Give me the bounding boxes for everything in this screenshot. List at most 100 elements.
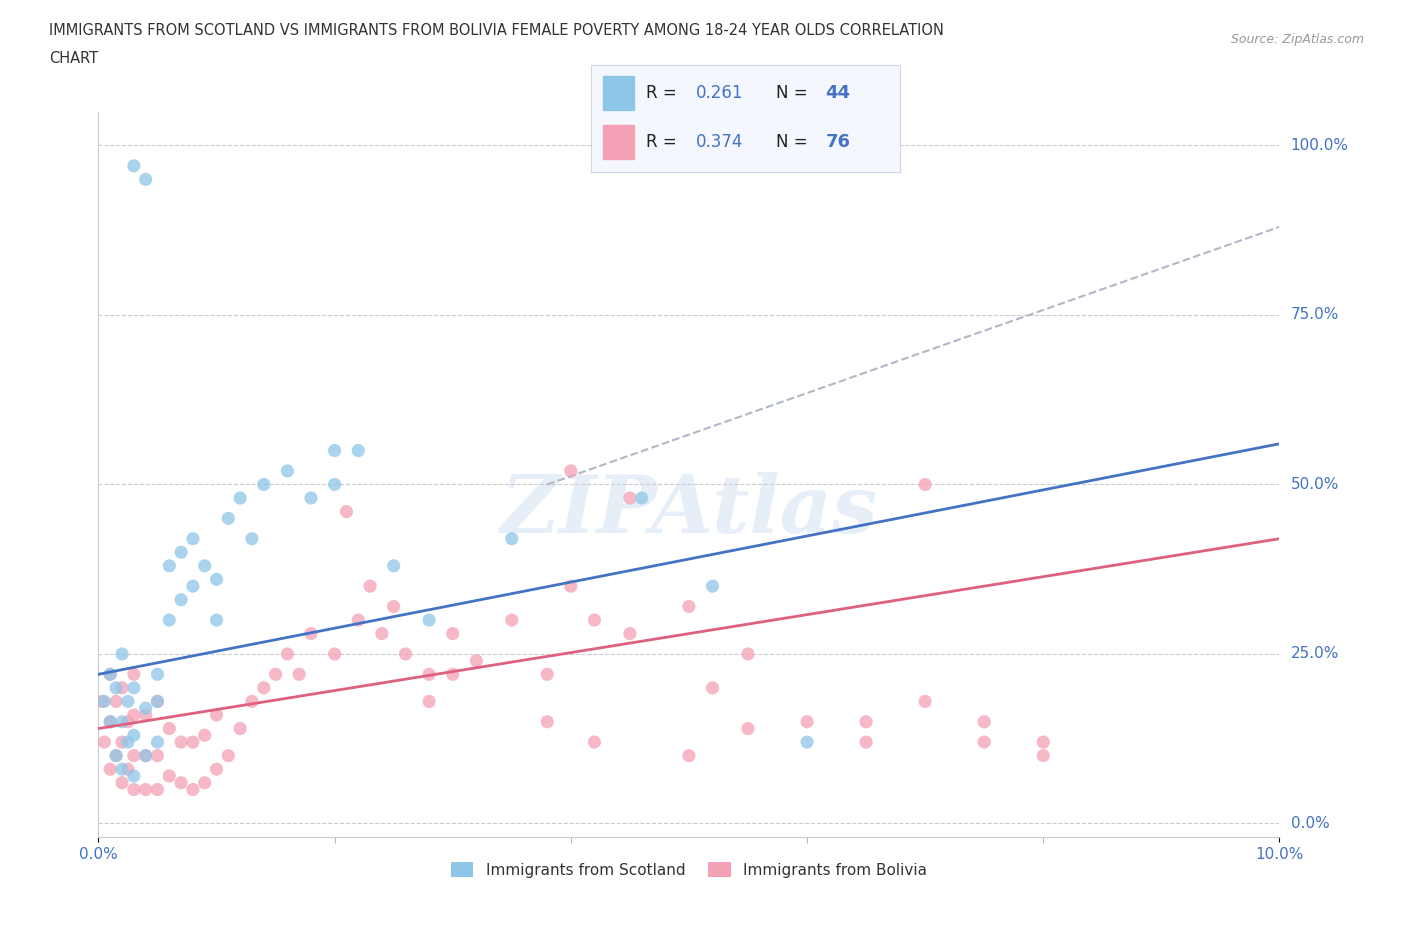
Point [560, 578, 582, 593]
Point [146, 694, 169, 709]
Point [135, 749, 157, 764]
Point [217, 749, 239, 764]
Point [253, 681, 276, 696]
Point [323, 443, 346, 458]
Point [299, 626, 322, 641]
Point [619, 626, 641, 641]
Point [181, 782, 204, 797]
Point [157, 613, 180, 628]
Point [630, 491, 652, 506]
Point [122, 708, 145, 723]
Point [737, 721, 759, 736]
Point [111, 776, 134, 790]
Point [796, 735, 818, 750]
Point [157, 721, 180, 736]
Point [146, 782, 169, 797]
Point [146, 667, 169, 682]
Point [229, 491, 252, 506]
Point [276, 646, 298, 661]
Text: N =: N = [776, 133, 813, 151]
Point [91, 694, 114, 709]
Point [465, 653, 488, 668]
Text: Source: ZipAtlas.com: Source: ZipAtlas.com [1230, 33, 1364, 46]
Point [105, 749, 128, 764]
Point [1032, 735, 1054, 750]
Point [855, 735, 877, 750]
Point [135, 708, 157, 723]
Point [98, 667, 121, 682]
Point [122, 749, 145, 764]
Text: 100.0%: 100.0% [1291, 138, 1348, 153]
Point [702, 681, 724, 696]
Point [299, 491, 322, 506]
Point [157, 768, 180, 783]
Point [240, 694, 263, 709]
Text: 0.261: 0.261 [696, 84, 744, 102]
Point [536, 667, 558, 682]
Point [418, 613, 440, 628]
Text: 44: 44 [825, 84, 851, 102]
Point [146, 694, 169, 709]
Point [181, 735, 204, 750]
Text: 75.0%: 75.0% [1291, 308, 1339, 323]
Point [441, 667, 464, 682]
Point [111, 762, 134, 777]
Point [122, 681, 145, 696]
Point [382, 599, 405, 614]
Point [181, 578, 204, 593]
Point [205, 572, 228, 587]
Point [702, 578, 724, 593]
Point [323, 477, 346, 492]
Point [1032, 749, 1054, 764]
Point [117, 694, 139, 709]
Point [117, 714, 139, 729]
Point [678, 749, 700, 764]
Point [394, 646, 416, 661]
Point [122, 768, 145, 783]
Point [678, 599, 700, 614]
Point [93, 735, 115, 750]
Point [973, 735, 995, 750]
Point [122, 158, 145, 173]
Point [501, 531, 523, 546]
Point [359, 578, 381, 593]
Point [194, 558, 217, 573]
Point [229, 721, 252, 736]
Point [98, 762, 121, 777]
Point [418, 694, 440, 709]
Point [264, 667, 287, 682]
Point [146, 735, 169, 750]
Point [135, 700, 157, 715]
Point [796, 714, 818, 729]
Point [135, 172, 157, 187]
Point [111, 646, 134, 661]
Bar [603, 125, 634, 159]
Point [205, 613, 228, 628]
Point [737, 646, 759, 661]
Point [117, 762, 139, 777]
Point [583, 613, 606, 628]
Point [276, 463, 298, 478]
Point [170, 776, 193, 790]
Point [382, 558, 405, 573]
Point [135, 749, 157, 764]
Point [536, 714, 558, 729]
Text: 0.0%: 0.0% [1291, 816, 1329, 830]
Point [105, 681, 128, 696]
Point [583, 735, 606, 750]
Point [157, 558, 180, 573]
Text: 0.374: 0.374 [696, 133, 742, 151]
Point [441, 626, 464, 641]
Point [560, 463, 582, 478]
Point [181, 531, 204, 546]
Text: 50.0%: 50.0% [1291, 477, 1339, 492]
Point [98, 714, 121, 729]
Point [855, 714, 877, 729]
Point [194, 776, 217, 790]
Bar [603, 76, 634, 110]
Point [501, 613, 523, 628]
Point [146, 749, 169, 764]
Point [194, 728, 217, 743]
Point [122, 728, 145, 743]
Point [93, 694, 115, 709]
